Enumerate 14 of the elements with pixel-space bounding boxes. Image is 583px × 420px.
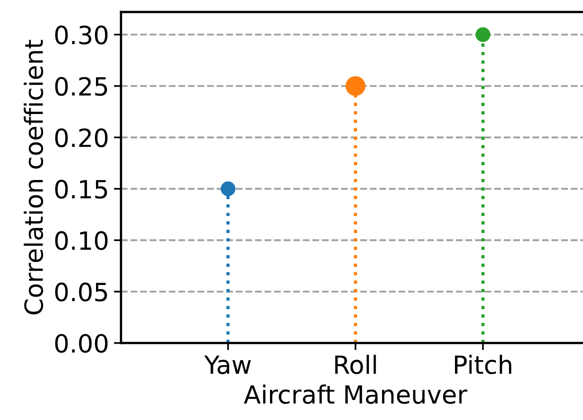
point <box>220 181 236 196</box>
y-tick-label: 0.25 <box>55 76 108 96</box>
y-tick-label: 0.15 <box>55 180 108 199</box>
y-axis-title: Correlation coefficient <box>24 40 44 314</box>
y-tick-label: 0.20 <box>55 128 108 148</box>
x-tick-label: Yaw <box>204 356 251 374</box>
y-tick-label: 0.00 <box>55 334 108 353</box>
x-axis-title: Aircraft Maneuver <box>244 384 468 404</box>
y-tick-label: 0.05 <box>55 282 108 302</box>
y-tick-label: 0.30 <box>55 26 108 44</box>
y-tick-label: 0.10 <box>55 231 108 250</box>
x-tick-label: Pitch <box>454 354 512 374</box>
point <box>476 27 490 42</box>
x-tick-label: Roll <box>335 354 376 374</box>
